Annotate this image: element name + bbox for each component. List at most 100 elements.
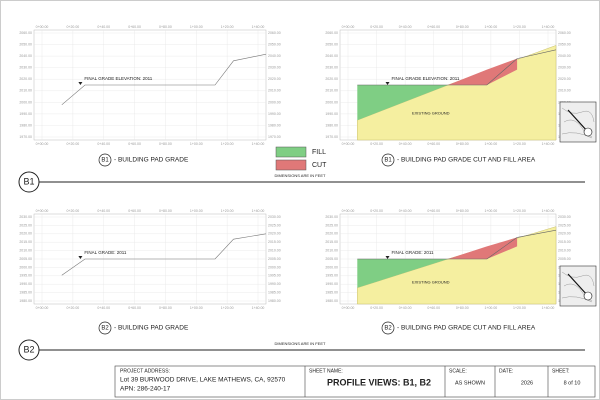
x-label: 1+20.00 [513, 142, 526, 146]
x-label: 1+00.00 [190, 209, 203, 213]
x-label: 1+40.00 [252, 142, 265, 146]
y-label: 2010.00 [558, 249, 571, 253]
fill-swatch [275, 146, 307, 158]
x-label: 0+80.00 [159, 142, 172, 146]
fill-area [357, 85, 448, 121]
x-label: 0+40.00 [97, 142, 110, 146]
x-label: 1+40.00 [542, 306, 555, 310]
date: 2026 [521, 380, 533, 386]
x-label: 0+60.00 [427, 209, 440, 213]
x-label: 1+20.00 [221, 209, 234, 213]
x-label: 0+00.00 [36, 209, 49, 213]
grade-line [61, 53, 267, 106]
grade-annotation: FINAL GRADE ELEVATION: 2011 [392, 76, 460, 81]
caption-id: B1 [101, 158, 109, 164]
y-label: 1990.00 [325, 282, 338, 286]
y-label: 1985.00 [19, 291, 32, 295]
x-label: 0+20.00 [370, 142, 383, 146]
y-label: 2010.00 [268, 249, 281, 253]
cut-area [448, 237, 518, 259]
y-label: 2000.00 [19, 100, 32, 104]
caption-marker [381, 153, 395, 167]
x-label: 1+40.00 [252, 209, 265, 213]
y-label: 2020.00 [19, 232, 32, 236]
x-label: 0+80.00 [456, 142, 469, 146]
y-label: 1985.00 [268, 291, 281, 295]
label: DATE: [499, 368, 513, 374]
x-label: 0+60.00 [427, 142, 440, 146]
grade-marker [385, 82, 390, 85]
y-label: 2030.00 [268, 66, 281, 70]
x-label: 1+20.00 [221, 306, 234, 310]
inset-section [567, 109, 589, 133]
inset-section [567, 273, 589, 297]
y-label: 2030.00 [558, 66, 571, 70]
caption-marker [98, 153, 112, 167]
y-label: 1980.00 [325, 299, 338, 303]
x-label: 0+80.00 [159, 25, 172, 29]
x-label: 0+80.00 [159, 209, 172, 213]
y-label: 1980.00 [19, 299, 32, 303]
x-label: 1+40.00 [542, 25, 555, 29]
y-label: 2010.00 [19, 249, 32, 253]
y-label: 2020.00 [325, 77, 338, 81]
caption-id: B1 [384, 158, 392, 164]
x-label: 0+80.00 [456, 306, 469, 310]
x-label: 1+20.00 [513, 306, 526, 310]
x-label: 0+20.00 [370, 306, 383, 310]
x-label: 0+40.00 [399, 25, 412, 29]
inset-contours [561, 107, 595, 139]
inset-marker [583, 291, 593, 301]
y-label: 1990.00 [19, 282, 32, 286]
y-label: 2050.00 [268, 42, 281, 46]
y-label: 2025.00 [19, 223, 32, 227]
x-label: 0+20.00 [66, 306, 79, 310]
x-label: 0+40.00 [97, 306, 110, 310]
y-label: 2020.00 [558, 232, 571, 236]
x-label: 0+20.00 [66, 142, 79, 146]
x-label: 1+20.00 [513, 25, 526, 29]
y-label: 2030.00 [558, 215, 571, 219]
x-label: 1+40.00 [542, 209, 555, 213]
y-label: 1990.00 [325, 112, 338, 116]
units-note: DIMENSIONS ARE IN FEET [275, 341, 326, 346]
x-label: 0+40.00 [97, 209, 110, 213]
ground-label: EXISTING GROUND [412, 111, 450, 116]
caption: - BUILDING PAD GRADE [114, 325, 189, 332]
grade-line [357, 49, 557, 86]
inset-marker [583, 127, 593, 137]
y-label: 2010.00 [268, 89, 281, 93]
label: SHEET NAME: [309, 368, 343, 374]
y-label: 2050.00 [19, 42, 32, 46]
apn: APN: 286-240-17 [120, 386, 171, 393]
caption: - BUILDING PAD GRADE CUT AND FILL AREA [397, 157, 536, 164]
y-label: 2000.00 [268, 100, 281, 104]
x-label: 0+80.00 [456, 209, 469, 213]
caption-id: B2 [384, 326, 392, 332]
inset-contours [561, 271, 595, 303]
caption-marker [98, 321, 112, 335]
caption-id: B2 [101, 326, 109, 332]
cut-area [448, 58, 518, 85]
units-note: DIMENSIONS ARE IN FEET [275, 173, 326, 178]
caption: - BUILDING PAD GRADE CUT AND FILL AREA [397, 325, 536, 332]
y-label: 2050.00 [325, 42, 338, 46]
y-label: 2010.00 [558, 89, 571, 93]
x-label: 1+40.00 [252, 306, 265, 310]
x-label: 0+00.00 [342, 142, 355, 146]
y-label: 2010.00 [325, 89, 338, 93]
fill-area [357, 259, 448, 288]
grade-annotation: FINAL GRADE: 2011 [84, 250, 127, 255]
y-label: 2015.00 [558, 240, 571, 244]
x-label: 0+40.00 [399, 142, 412, 146]
x-label: 1+00.00 [484, 306, 497, 310]
label: PROJECT ADDRESS: [120, 368, 170, 374]
title-block [114, 365, 596, 398]
grade-line [61, 233, 267, 276]
y-label: 2060.00 [268, 31, 281, 35]
y-label: 2030.00 [19, 66, 32, 70]
y-label: 1970.00 [268, 135, 281, 139]
y-label: 2000.00 [268, 265, 281, 269]
y-label: 2025.00 [325, 223, 338, 227]
caption: - BUILDING PAD GRADE [114, 157, 189, 164]
